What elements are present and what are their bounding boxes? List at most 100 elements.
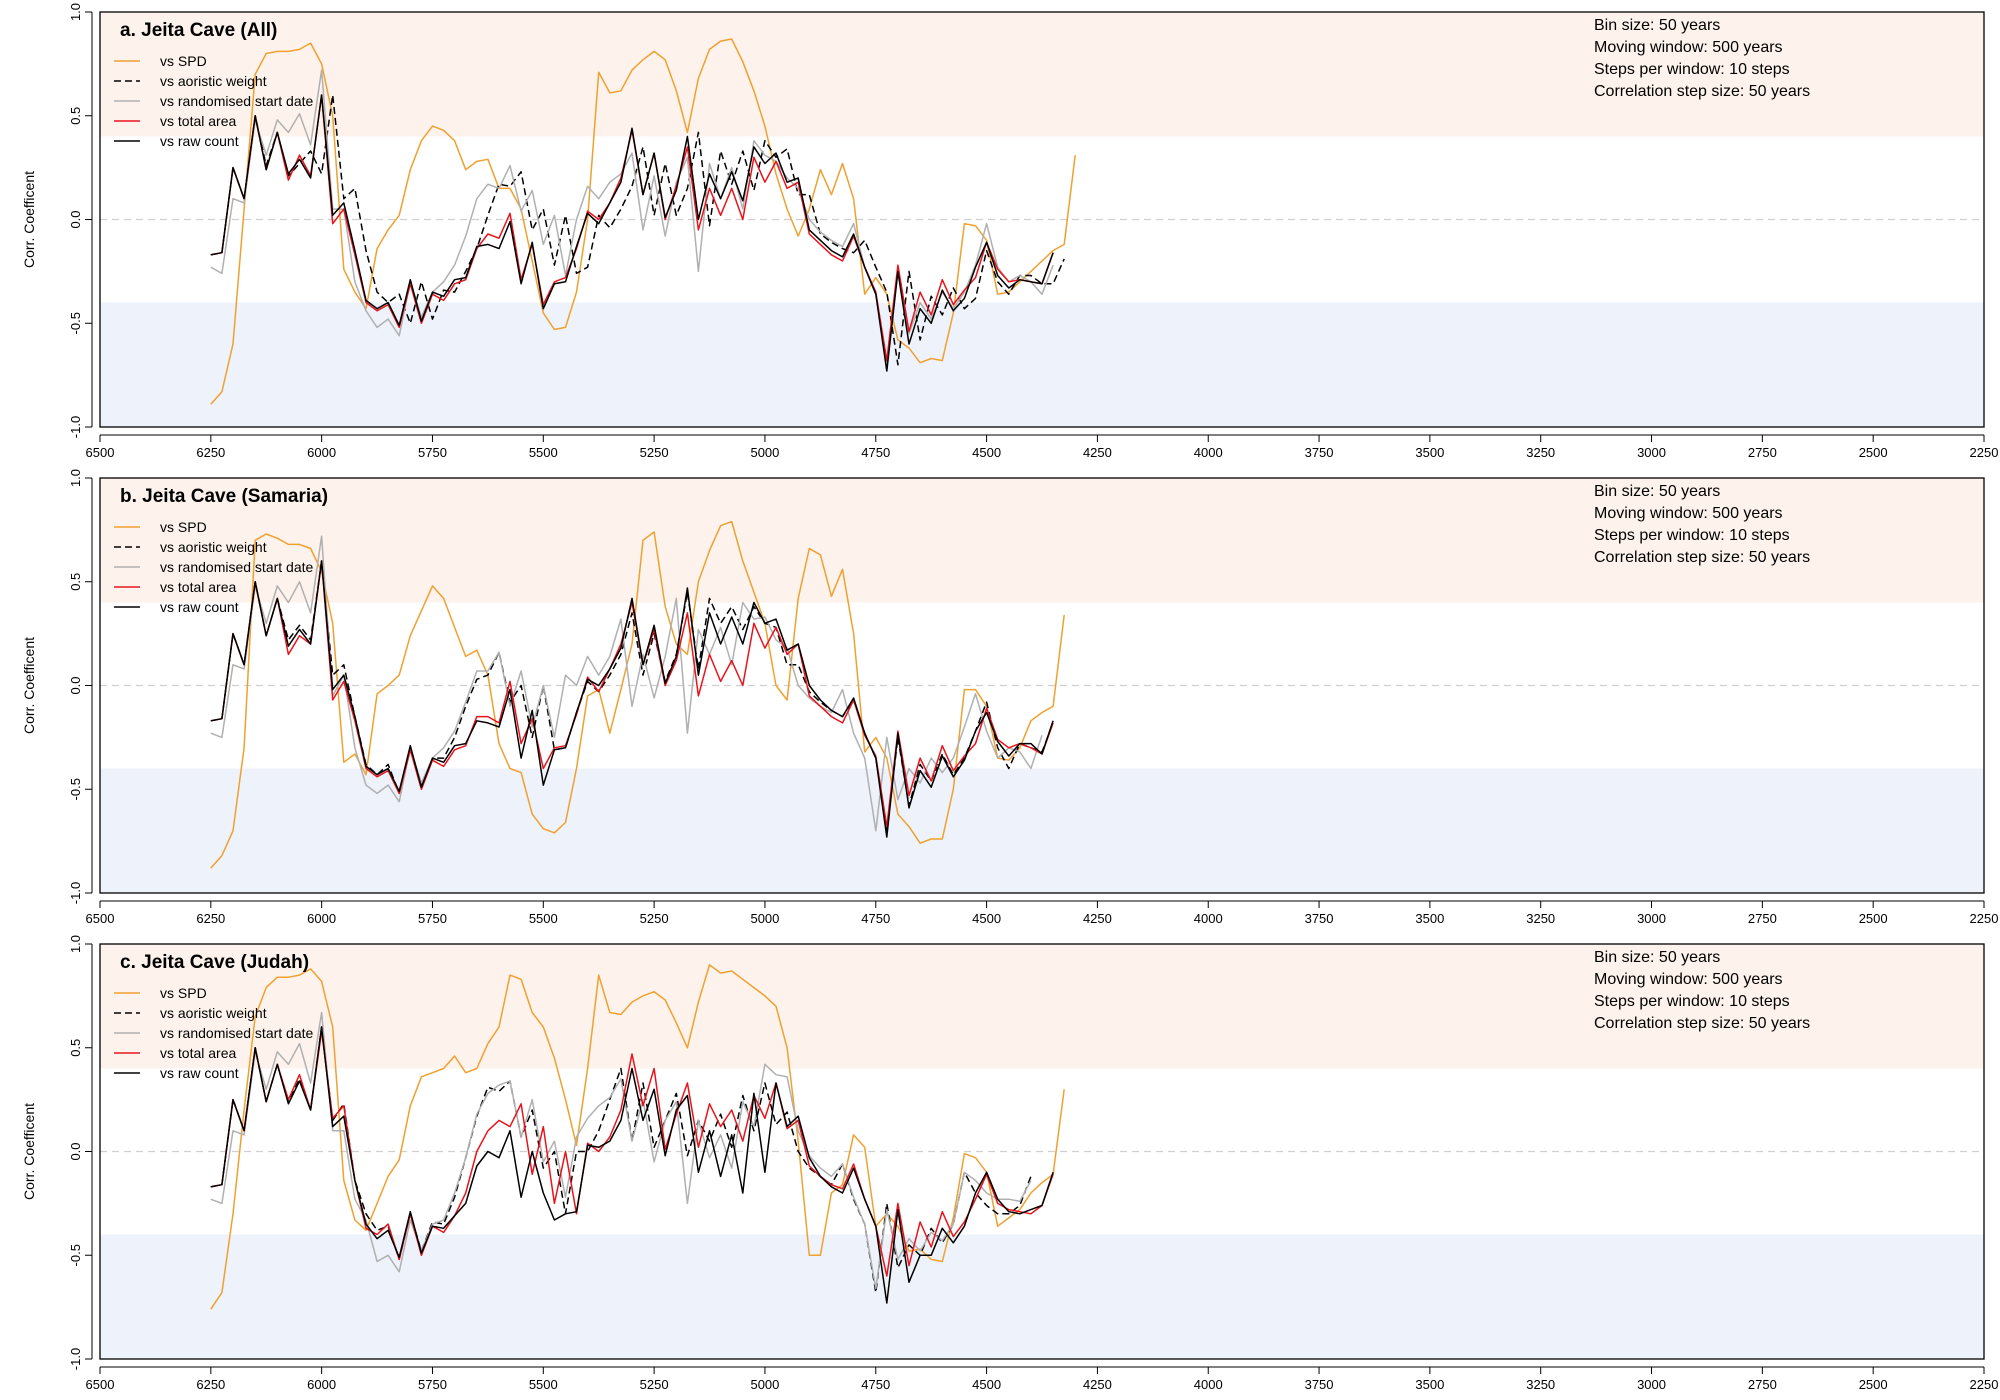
series-line-vs-spd <box>210 38 1076 405</box>
x-tick-label: 3250 <box>1526 445 1555 460</box>
x-tick-label: 6250 <box>196 445 225 460</box>
legend-label: vs total area <box>160 579 236 595</box>
band-upper <box>100 478 1984 603</box>
y-tick-label: -1.0 <box>68 1348 83 1370</box>
info-line: Moving window: 500 years <box>1594 39 1783 56</box>
x-tick-label: 4500 <box>972 911 1001 926</box>
x-tick-label: 3000 <box>1637 1377 1666 1392</box>
legend-label: vs SPD <box>160 985 207 1001</box>
legend-label: vs aoristic weight <box>160 1005 267 1021</box>
x-tick-label: 5750 <box>418 445 447 460</box>
panel-2: 6500 6250 6000 5750 5500 5250 5000 4750 4500 4250… <box>21 469 1998 926</box>
x-tick-label: 5250 <box>640 1377 669 1392</box>
plot-frame <box>99 477 1985 894</box>
y-axis-label: Corr. Coefficent <box>21 171 37 268</box>
x-tick-label: 5250 <box>640 911 669 926</box>
x-tick-label: 4000 <box>1194 445 1223 460</box>
y-tick-label: -0.5 <box>68 778 83 800</box>
x-tick-label: 2500 <box>1859 911 1888 926</box>
y-tick-label: 1.0 <box>68 3 83 21</box>
x-tick-label: 2500 <box>1859 445 1888 460</box>
y-axis-label: Corr. Coefficent <box>21 1103 37 1200</box>
x-tick-label: 6000 <box>307 911 336 926</box>
series-line-vs-randomised-start-date <box>210 535 1043 832</box>
x-tick-label: 6500 <box>86 445 115 460</box>
panel-title: b. Jeita Cave (Samaria) <box>120 486 328 507</box>
x-tick-label: 2750 <box>1748 911 1777 926</box>
x-tick-label: 2250 <box>1970 911 1999 926</box>
x-tick-label: 5000 <box>750 911 779 926</box>
x-tick-label: 5250 <box>640 445 669 460</box>
x-tick-label: 5000 <box>750 445 779 460</box>
band-upper <box>100 12 1984 137</box>
legend-label: vs randomised start date <box>160 93 314 109</box>
y-tick-label: 0.0 <box>68 676 83 694</box>
legend-label: vs aoristic weight <box>160 539 267 555</box>
x-tick-label: 4250 <box>1083 445 1112 460</box>
legend-label: vs SPD <box>160 53 207 69</box>
x-tick-label: 3000 <box>1637 445 1666 460</box>
x-tick-label: 6500 <box>86 911 115 926</box>
x-tick-label: 2250 <box>1970 445 1999 460</box>
series-line-vs-aoristic-weight <box>210 560 1054 832</box>
x-tick-label: 4500 <box>972 1377 1001 1392</box>
y-tick-label: -1.0 <box>68 882 83 904</box>
y-tick-label: 0.5 <box>68 107 83 125</box>
info-line: Correlation step size: 50 years <box>1594 549 1810 566</box>
x-tick-label: 4250 <box>1083 911 1112 926</box>
x-tick-label: 5000 <box>750 1377 779 1392</box>
series-line-vs-raw-count <box>210 560 1054 838</box>
x-tick-label: 6500 <box>86 1377 115 1392</box>
y-tick-label: 0.5 <box>68 1039 83 1057</box>
x-tick-label: 4750 <box>861 1377 890 1392</box>
x-tick-label: 2750 <box>1748 1377 1777 1392</box>
band-lower <box>100 302 1984 427</box>
panel-1: 6500 6250 6000 5750 5500 5250 5000 4750 4500 4250… <box>21 3 1998 460</box>
legend-label: vs total area <box>160 1045 236 1061</box>
y-tick-label: 0.0 <box>68 210 83 228</box>
x-tick-label: 6250 <box>196 1377 225 1392</box>
x-tick-label: 2750 <box>1748 445 1777 460</box>
x-tick-label: 3750 <box>1305 911 1334 926</box>
series-line-vs-aoristic-weight <box>210 94 1065 366</box>
x-tick-label: 4500 <box>972 445 1001 460</box>
series-line-vs-spd <box>210 520 1065 869</box>
x-tick-label: 3250 <box>1526 911 1555 926</box>
x-tick-label: 5500 <box>529 911 558 926</box>
plot-frame <box>99 11 1985 428</box>
info-line: Correlation step size: 50 years <box>1594 1015 1810 1032</box>
info-line: Bin size: 50 years <box>1594 17 1720 34</box>
x-tick-label: 4000 <box>1194 1377 1223 1392</box>
y-tick-label: -0.5 <box>68 1244 83 1266</box>
info-line: Correlation step size: 50 years <box>1594 83 1810 100</box>
x-tick-label: 3750 <box>1305 1377 1334 1392</box>
info-line: Steps per window: 10 steps <box>1594 527 1790 544</box>
x-tick-label: 4250 <box>1083 1377 1112 1392</box>
x-tick-label: 6000 <box>307 1377 336 1392</box>
info-line: Steps per window: 10 steps <box>1594 993 1790 1010</box>
info-line: Bin size: 50 years <box>1594 949 1720 966</box>
panel-title: c. Jeita Cave (Judah) <box>120 952 309 973</box>
legend-label: vs raw count <box>160 599 239 615</box>
x-tick-label: 5500 <box>529 445 558 460</box>
info-line: Steps per window: 10 steps <box>1594 61 1790 78</box>
x-tick-label: 4750 <box>861 445 890 460</box>
info-line: Bin size: 50 years <box>1594 483 1720 500</box>
band-lower <box>100 768 1984 893</box>
y-tick-label: 1.0 <box>68 935 83 953</box>
info-line: Moving window: 500 years <box>1594 505 1783 522</box>
band-lower <box>100 1234 1984 1359</box>
legend-label: vs randomised start date <box>160 559 314 575</box>
legend-label: vs raw count <box>160 1065 239 1081</box>
legend-label: vs total area <box>160 113 236 129</box>
x-tick-label: 2500 <box>1859 1377 1888 1392</box>
plot-frame <box>99 943 1985 1360</box>
series-line-vs-randomised-start-date <box>210 69 1054 366</box>
series-line-vs-raw-count <box>210 1026 1054 1304</box>
x-tick-label: 3250 <box>1526 1377 1555 1392</box>
info-line: Moving window: 500 years <box>1594 971 1783 988</box>
legend-label: vs raw count <box>160 133 239 149</box>
band-upper <box>100 944 1984 1069</box>
y-tick-label: -0.5 <box>68 312 83 334</box>
